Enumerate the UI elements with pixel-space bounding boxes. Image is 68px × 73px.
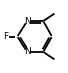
Text: F: F — [4, 32, 9, 41]
Text: N: N — [24, 17, 31, 26]
Text: N: N — [24, 47, 31, 56]
